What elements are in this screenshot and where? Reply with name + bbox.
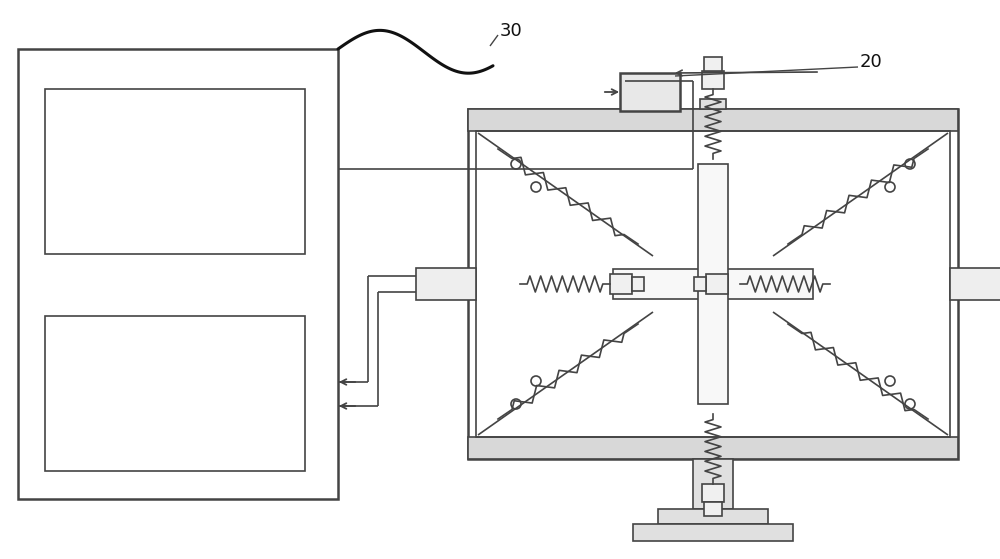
Bar [620,73,680,111]
Bar [468,437,958,459]
Text: 30: 30 [500,22,523,40]
Bar [613,269,813,299]
Bar [698,164,728,404]
Bar [704,502,722,516]
Text: 20: 20 [860,53,883,71]
Bar [468,109,958,459]
Bar [610,274,632,294]
Bar [468,109,958,131]
Bar [950,268,1000,300]
Bar [702,484,724,502]
Bar [18,49,338,499]
Bar [45,89,305,254]
Bar [704,57,722,71]
Bar [476,131,950,437]
Bar [693,459,733,509]
Bar [416,268,476,300]
Bar [700,99,726,109]
Bar [702,71,724,89]
Bar [632,277,644,291]
Bar [45,316,305,471]
Bar [694,277,706,291]
Bar [706,274,728,294]
Bar [658,509,768,524]
Bar [633,524,793,541]
